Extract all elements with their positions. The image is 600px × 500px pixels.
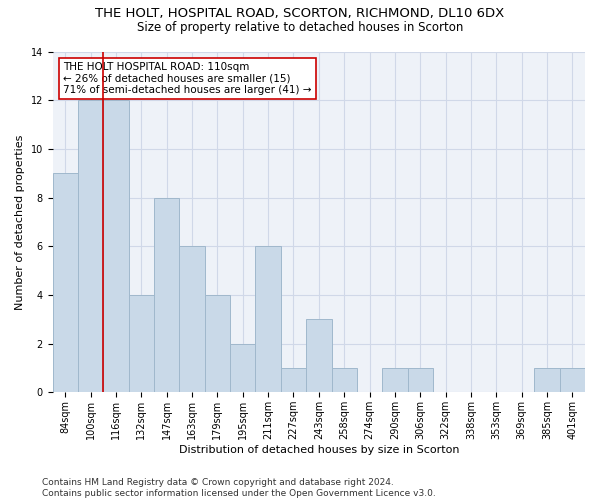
Bar bbox=[535, 368, 560, 392]
Bar bbox=[179, 246, 205, 392]
Bar bbox=[129, 295, 154, 392]
Bar bbox=[230, 344, 256, 392]
Bar bbox=[53, 173, 78, 392]
Bar bbox=[332, 368, 357, 392]
Bar bbox=[306, 320, 332, 392]
Bar bbox=[407, 368, 433, 392]
Bar bbox=[382, 368, 407, 392]
Bar bbox=[154, 198, 179, 392]
Y-axis label: Number of detached properties: Number of detached properties bbox=[15, 134, 25, 310]
Text: THE HOLT, HOSPITAL ROAD, SCORTON, RICHMOND, DL10 6DX: THE HOLT, HOSPITAL ROAD, SCORTON, RICHMO… bbox=[95, 8, 505, 20]
Text: Contains HM Land Registry data © Crown copyright and database right 2024.
Contai: Contains HM Land Registry data © Crown c… bbox=[42, 478, 436, 498]
Text: THE HOLT HOSPITAL ROAD: 110sqm
← 26% of detached houses are smaller (15)
71% of : THE HOLT HOSPITAL ROAD: 110sqm ← 26% of … bbox=[63, 62, 312, 95]
Bar bbox=[281, 368, 306, 392]
Bar bbox=[560, 368, 585, 392]
Bar bbox=[78, 100, 103, 392]
Bar bbox=[103, 100, 129, 392]
Bar bbox=[256, 246, 281, 392]
X-axis label: Distribution of detached houses by size in Scorton: Distribution of detached houses by size … bbox=[179, 445, 459, 455]
Text: Size of property relative to detached houses in Scorton: Size of property relative to detached ho… bbox=[137, 21, 463, 34]
Bar bbox=[205, 295, 230, 392]
